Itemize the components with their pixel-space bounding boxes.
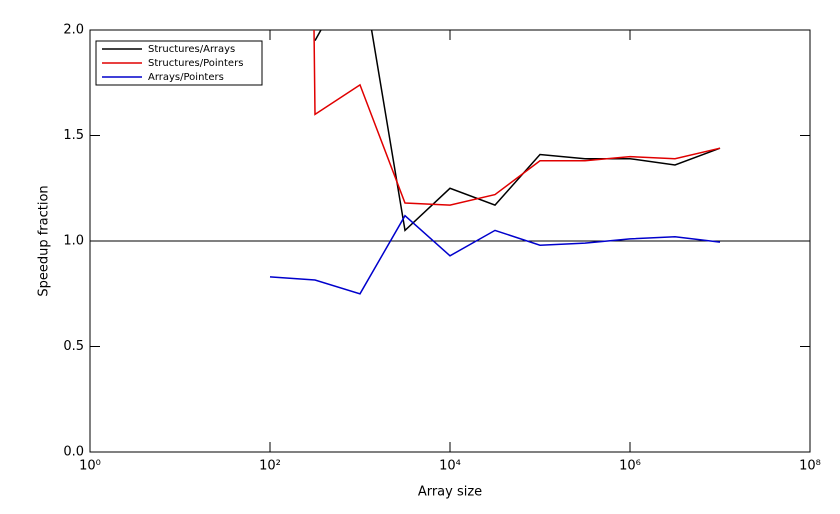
series-line <box>314 30 721 232</box>
y-tick-label: 0.0 <box>63 445 84 460</box>
y-tick-label: 1.0 <box>63 234 84 249</box>
series-line <box>269 214 721 295</box>
x-tick-label: 10⁴ <box>439 459 461 474</box>
legend-label: Structures/Arrays <box>148 44 235 55</box>
x-axis-label: Array size <box>418 485 482 500</box>
series-line <box>313 30 721 206</box>
x-tick-label: 10⁸ <box>799 459 821 474</box>
x-tick-label: 10⁶ <box>619 459 641 474</box>
legend: Structures/Arrays Structures/Pointers Arra… <box>95 40 263 86</box>
y-axis-label: Speedup fraction <box>37 185 52 296</box>
legend-label: Arrays/Pointers <box>148 72 224 83</box>
y-tick-label: 2.0 <box>63 23 84 38</box>
plot-lines <box>90 30 810 295</box>
y-tick-label: 0.5 <box>63 339 84 354</box>
x-tick-label: 10⁰ <box>79 459 101 474</box>
y-tick-label: 1.5 <box>63 128 84 143</box>
legend-label: Structures/Pointers <box>148 58 243 69</box>
x-tick-label: 10² <box>259 459 281 474</box>
